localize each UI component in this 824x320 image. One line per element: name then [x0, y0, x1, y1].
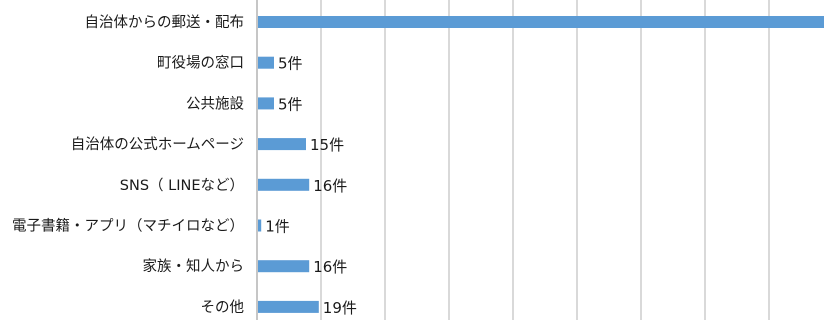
- value-label: 15件: [310, 136, 344, 154]
- category-label: 公共施設: [186, 95, 244, 112]
- bar: [258, 56, 274, 69]
- bar: [258, 97, 274, 110]
- category-label: 自治体からの郵送・配布: [85, 14, 245, 31]
- labels: 自治体からの郵送・配布178件町役場の窓口5件公共施設5件自治体の公式ホームペー…: [12, 14, 357, 317]
- value-label: 5件: [278, 95, 303, 113]
- bar: [258, 260, 310, 273]
- bar: [258, 219, 262, 232]
- grid-lines: [256, 0, 770, 320]
- category-label: 自治体の公式ホームページ: [71, 136, 244, 153]
- value-label: 16件: [313, 258, 347, 276]
- category-label: SNS（ LINEなど）: [120, 177, 244, 194]
- value-label: 16件: [313, 177, 347, 195]
- value-label: 1件: [265, 218, 290, 236]
- bar: [258, 16, 824, 28]
- bars: [258, 16, 824, 313]
- category-label: 電子書籍・アプリ（マチイロなど）: [12, 218, 244, 235]
- bar: [258, 300, 319, 313]
- category-label: 家族・知人から: [143, 258, 245, 275]
- value-label: 19件: [323, 299, 357, 317]
- value-label: 5件: [278, 55, 303, 73]
- category-label: その他: [201, 299, 245, 316]
- bar: [258, 178, 310, 191]
- bar: [258, 138, 306, 151]
- category-label: 町役場の窓口: [157, 54, 244, 72]
